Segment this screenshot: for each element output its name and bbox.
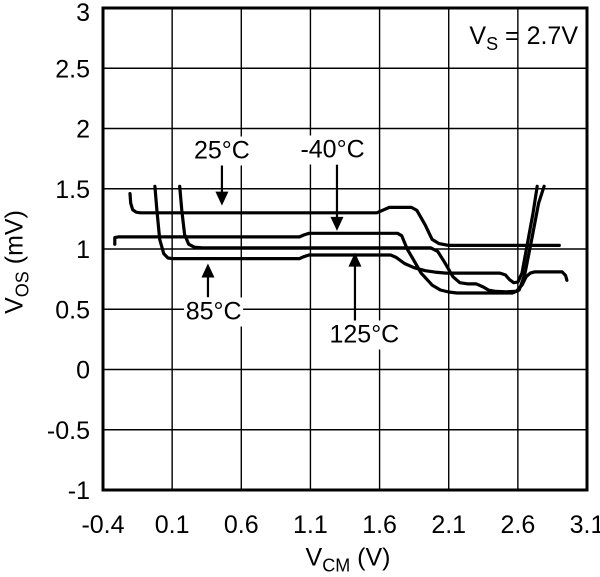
annotation-label-m40c: -40°C [298,135,367,165]
x-tick-label: -0.4 [81,511,124,539]
y-tick-label: -1 [68,477,90,505]
arrow-down-icon [215,191,229,206]
arrow-up-icon [348,252,362,267]
y-tick-label: 1 [76,236,90,264]
x-tick-label: 0.1 [155,511,190,539]
y-tick-label: 2 [76,116,90,144]
x-axis-title: VCM (V) [305,543,391,576]
x-tick-label: 3.1 [570,511,600,539]
curve-40c [113,184,546,295]
curve-125c [178,184,569,294]
x-tick-label: 0.6 [224,511,259,539]
x-tick-label: 2.6 [500,511,535,539]
arrow-down-icon [330,216,344,231]
y-axis-title: VOS (mV) [0,210,33,314]
annotation-label-25c: 25°C [191,136,252,166]
arrow-up-icon [201,263,215,278]
y-tick-label: 0.5 [55,296,90,324]
annotation-label-125c: 125°C [327,320,402,350]
y-tick-label: 0 [76,357,90,385]
annotation-label-85c: 85°C [183,297,244,327]
supply-voltage-note: VS = 2.7V [469,22,578,54]
curve-25c [128,192,561,247]
curve-85c [153,184,539,285]
y-tick-label: 3 [76,0,90,27]
y-tick-label: 2.5 [55,55,90,83]
plot-border [101,6,589,492]
y-tick-label: 1.5 [55,176,90,204]
y-tick-label: -0.5 [47,417,90,445]
x-tick-label: 1.6 [362,511,397,539]
x-tick-label: 1.1 [293,511,328,539]
x-tick-label: 2.1 [431,511,466,539]
